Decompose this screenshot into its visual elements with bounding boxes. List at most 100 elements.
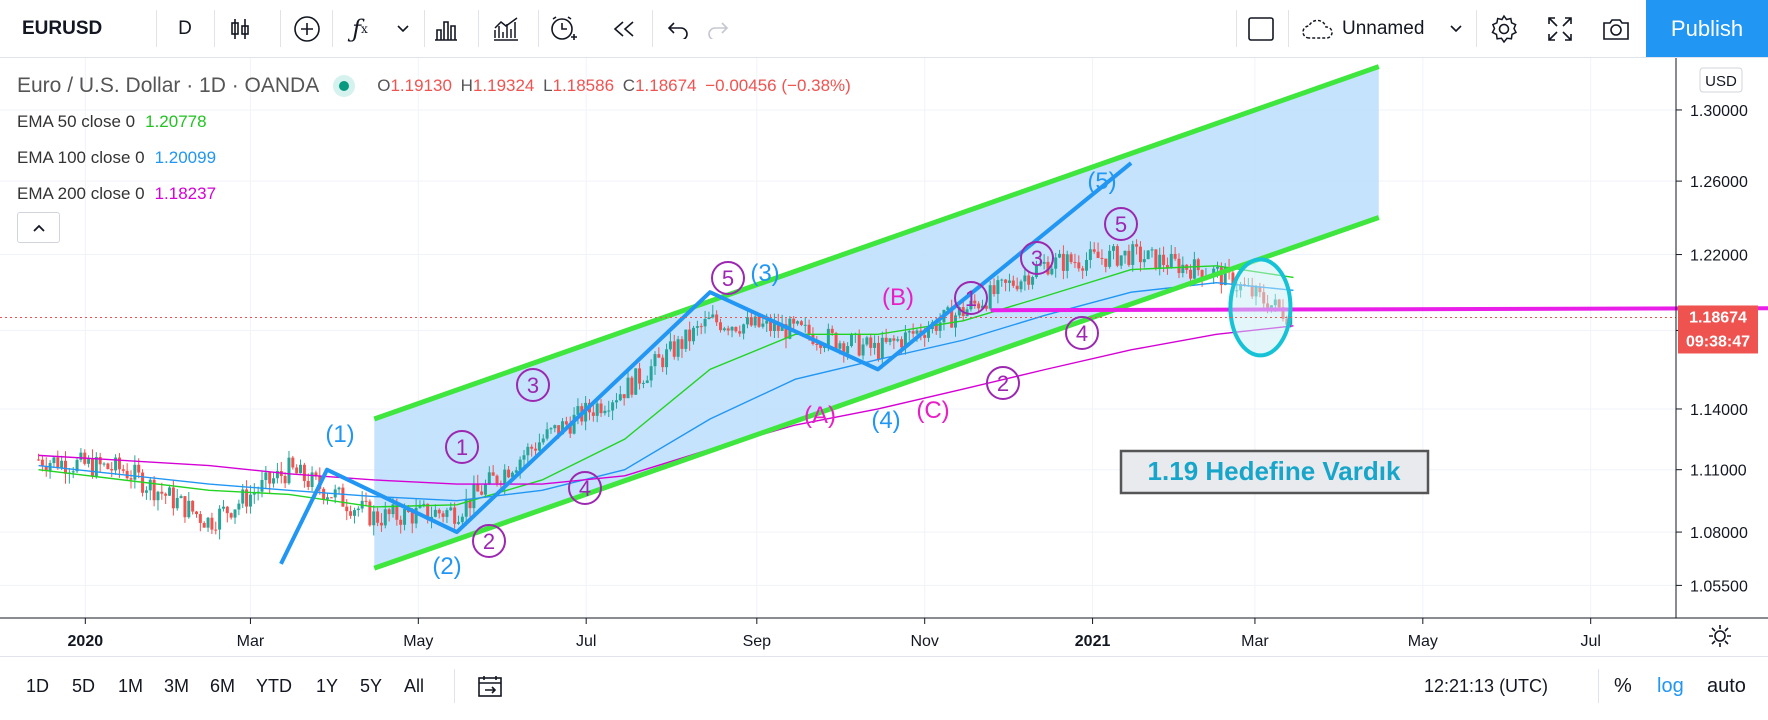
wave-label[interactable]: 5	[711, 261, 745, 295]
candle-body	[769, 320, 773, 332]
time-tick-label: 2020	[68, 633, 104, 650]
wave-label[interactable]: 4	[1065, 316, 1099, 350]
fullscreen-icon[interactable]	[1538, 0, 1582, 57]
wave-label[interactable]: 1	[445, 430, 479, 464]
target-note[interactable]: 1.19 Hedefine Vardık	[1119, 449, 1430, 495]
candle-body	[160, 491, 164, 494]
candle-body	[306, 480, 310, 487]
wave-label[interactable]: (5)	[1087, 168, 1116, 195]
camera-icon[interactable]	[1594, 0, 1638, 57]
ohlc-values: O1.19130 H1.19324 L1.18586 C1.18674 −0.0…	[377, 76, 851, 95]
candle-body	[715, 314, 719, 323]
symbol-search-button[interactable]: EURUSD	[22, 17, 103, 39]
wave-label[interactable]: 5	[1104, 207, 1138, 241]
candle-body	[826, 328, 830, 347]
range-button-5y[interactable]: 5Y	[360, 675, 383, 696]
wave-label[interactable]: (2)	[432, 553, 461, 580]
candle-body	[1111, 246, 1115, 251]
candle-body	[395, 504, 399, 520]
range-button-1d[interactable]: 1D	[26, 675, 50, 696]
wave-label[interactable]: (4)	[871, 407, 900, 434]
candle-body	[337, 487, 341, 490]
chevron-down-icon[interactable]	[390, 0, 416, 57]
candle-body	[1004, 279, 1008, 283]
candle-body	[892, 338, 896, 341]
last-price-badge: 1.18674 09:38:47	[1678, 305, 1758, 354]
layout-name[interactable]: Unnamed	[1342, 17, 1425, 39]
wave-label[interactable]: (A)	[804, 402, 836, 429]
settings-gear-icon[interactable]	[1709, 625, 1731, 647]
financials-icon[interactable]	[428, 0, 464, 57]
candle-body	[992, 285, 996, 295]
candles-style-icon[interactable]	[218, 0, 262, 57]
candle-body	[483, 483, 487, 495]
wave-label[interactable]: 4	[568, 471, 602, 505]
range-button-6m[interactable]: 6M	[210, 675, 236, 696]
wave-label[interactable]: (B)	[882, 284, 914, 311]
wave-label[interactable]: 2	[986, 366, 1020, 400]
candle-body	[1192, 259, 1196, 279]
candle-body	[314, 472, 318, 477]
range-button-1m[interactable]: 1M	[118, 675, 144, 696]
time-tick-label: May	[1408, 633, 1438, 650]
interval-button[interactable]: D	[178, 17, 192, 39]
replay-icon[interactable]	[604, 0, 644, 57]
wave-label[interactable]: 2	[472, 524, 506, 558]
range-button-3m[interactable]: 3M	[164, 675, 190, 696]
percent-scale-toggle[interactable]: %	[1614, 674, 1632, 697]
candle-body	[784, 324, 788, 339]
ema-100-legend[interactable]: EMA 100 close 0 1.20099	[17, 148, 217, 167]
auto-scale-toggle[interactable]: auto	[1707, 674, 1746, 697]
wave-label[interactable]: (C)	[916, 397, 949, 424]
wave-label[interactable]: 3	[516, 368, 550, 402]
legend-collapse-button[interactable]	[17, 212, 60, 243]
range-button-1y[interactable]: 1Y	[316, 675, 339, 696]
redo-icon[interactable]	[700, 0, 736, 57]
candle-body	[692, 327, 696, 342]
clock-time[interactable]: 12:21:13 (UTC)	[1424, 675, 1549, 696]
candle-body	[110, 468, 114, 471]
ema-50-legend[interactable]: EMA 50 close 0 1.20778	[17, 112, 207, 131]
candle-body	[399, 519, 403, 525]
candle-body	[830, 328, 834, 333]
range-button-all[interactable]: All	[404, 675, 425, 696]
date-range-icon[interactable]	[476, 657, 506, 715]
wave-label-circle	[445, 430, 479, 464]
candle-body	[1038, 263, 1042, 266]
wave-label[interactable]: (1)	[325, 421, 354, 448]
candle-body	[349, 511, 353, 516]
instrument-title[interactable]: Euro / U.S. Dollar · 1D · OANDA	[17, 74, 320, 97]
candle-body	[106, 463, 110, 469]
templates-icon[interactable]	[486, 0, 526, 57]
candle-body	[738, 331, 742, 334]
candle-body	[849, 334, 853, 347]
undo-icon[interactable]	[660, 0, 696, 57]
range-button-5d[interactable]: 5D	[72, 675, 96, 696]
compare-add-icon[interactable]	[284, 0, 330, 57]
range-button-ytd[interactable]: YTD	[256, 675, 292, 696]
cloud-icon[interactable]	[1298, 0, 1338, 57]
gear-icon[interactable]	[1482, 0, 1526, 57]
candle-body	[464, 498, 468, 517]
wave-label[interactable]: 3	[1020, 241, 1054, 275]
alert-clock-icon[interactable]	[544, 0, 584, 57]
candle-body	[641, 382, 645, 384]
layout-select-icon[interactable]	[1244, 0, 1278, 57]
candle-body	[1115, 246, 1119, 266]
currency-label[interactable]: USD	[1705, 73, 1737, 90]
log-scale-toggle[interactable]: log	[1657, 674, 1684, 697]
wave-label[interactable]: 1	[954, 281, 988, 315]
price-chart[interactable]: (1) (2) 1 2 3 4 5 (3) (A) (4) (B) (C) 1 2 3 4 5 (5) 1.300…	[0, 58, 1768, 656]
wave-label[interactable]: (3)	[750, 260, 779, 287]
chevron-down-icon[interactable]	[1444, 0, 1468, 57]
candle-body	[973, 300, 977, 304]
candle-body	[561, 421, 565, 435]
candle-body	[676, 339, 680, 357]
publish-button[interactable]: Publish	[1646, 0, 1768, 57]
candle-body	[376, 511, 380, 523]
candle-body	[1019, 281, 1023, 290]
candle-body	[1088, 249, 1092, 260]
ema-200-legend[interactable]: EMA 200 close 0 1.18237	[17, 184, 217, 203]
candle-body	[865, 337, 869, 345]
